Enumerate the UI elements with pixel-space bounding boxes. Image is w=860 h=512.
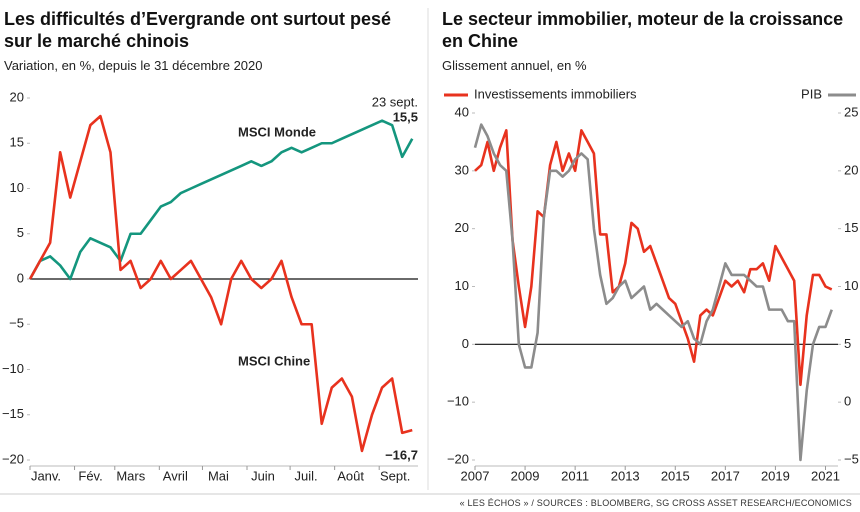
x-tick-label: 2015 — [661, 468, 690, 483]
y2-tick-label: 25 — [844, 104, 858, 119]
series-line — [28, 119, 414, 281]
y-tick-label: 20 — [455, 220, 469, 235]
x-tick-label: 2021 — [811, 468, 840, 483]
x-tick-label: Mars — [116, 468, 145, 483]
series-line — [474, 129, 833, 387]
x-tick-label: 2009 — [511, 468, 540, 483]
series-line — [28, 114, 413, 453]
x-tick-label: 2019 — [761, 468, 790, 483]
y-tick-label: 0 — [462, 336, 469, 351]
y-tick-label: −5 — [9, 316, 24, 331]
y-tick-label: −20 — [2, 451, 24, 466]
x-tick-label: Janv. — [31, 468, 61, 483]
y-tick-label: 40 — [455, 104, 469, 119]
chart-subtitle: Variation, en %, depuis le 31 décembre 2… — [4, 58, 263, 73]
y2-tick-label: 5 — [844, 336, 851, 351]
y-tick-label: 15 — [10, 135, 24, 150]
x-tick-label: 2007 — [461, 468, 490, 483]
legend-label: Investissements immobiliers — [474, 86, 637, 101]
y-tick-label: −10 — [447, 394, 469, 409]
x-tick-label: Août — [337, 468, 364, 483]
x-tick-label: 2017 — [711, 468, 740, 483]
x-tick-label: Sept. — [380, 468, 410, 483]
annotation: 15,5 — [393, 109, 418, 124]
chart-title: Les difficultés d’Evergrande ont surtout… — [4, 9, 392, 51]
y-tick-label: −20 — [447, 451, 469, 466]
y-tick-label: 0 — [17, 270, 24, 285]
annotation: 23 sept. — [372, 94, 418, 109]
y-tick-label: 30 — [455, 162, 469, 177]
y-tick-label: −15 — [2, 406, 24, 421]
y-tick-label: 20 — [10, 89, 24, 104]
x-tick-label: Juil. — [295, 468, 318, 483]
series-label: MSCI Chine — [238, 353, 310, 368]
legend-label: PIB — [801, 86, 822, 101]
series-line — [473, 123, 833, 462]
y2-tick-label: 20 — [844, 162, 858, 177]
chart-title: Le secteur immobilier, moteur de la croi… — [442, 9, 844, 51]
y2-tick-label: 0 — [844, 394, 851, 409]
x-tick-label: Avril — [163, 468, 188, 483]
annotation: −16,7 — [385, 447, 418, 462]
series-label: MSCI Monde — [238, 124, 316, 139]
x-tick-label: Mai — [208, 468, 229, 483]
y2-tick-label: 15 — [844, 220, 858, 235]
source: « LES ÉCHOS » / SOURCES : BLOOMBERG, SG … — [459, 498, 852, 508]
chart-subtitle: Glissement annuel, en % — [442, 58, 587, 73]
x-tick-label: 2011 — [561, 468, 589, 483]
y2-tick-label: 10 — [844, 278, 858, 293]
y-tick-label: 10 — [455, 278, 469, 293]
y-tick-label: −10 — [2, 361, 24, 376]
y-tick-label: 10 — [10, 180, 24, 195]
y-tick-label: 5 — [17, 225, 24, 240]
x-tick-label: Juin — [251, 468, 275, 483]
x-tick-label: Fév. — [78, 468, 102, 483]
x-tick-label: 2013 — [611, 468, 640, 483]
y2-tick-label: −5 — [844, 451, 859, 466]
